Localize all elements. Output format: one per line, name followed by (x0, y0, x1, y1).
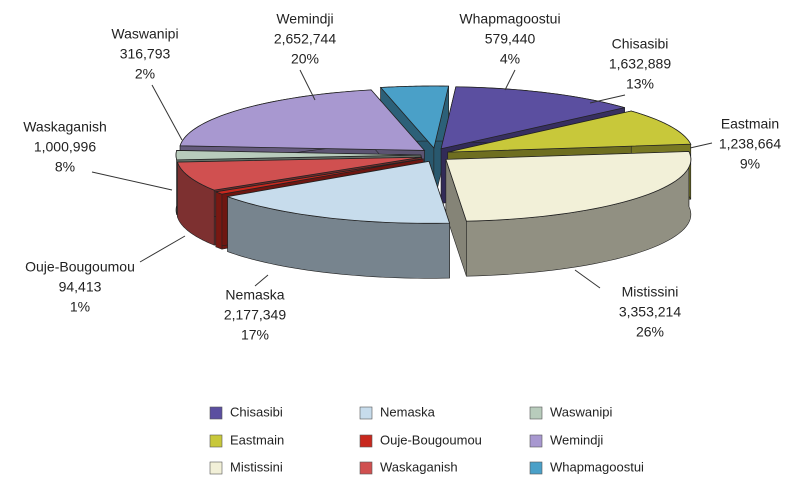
legend-label: Eastmain (230, 432, 284, 447)
leader-line (91, 171, 173, 191)
data-label-value: 316,793 (120, 46, 171, 62)
slice (445, 151, 692, 222)
leader-line (574, 269, 601, 289)
legend-swatch (209, 434, 223, 448)
data-label-percent: 13% (626, 76, 654, 92)
data-label-percent: 4% (500, 51, 520, 67)
slice (214, 158, 424, 195)
data-label-value: 1,000,996 (34, 139, 96, 155)
legend-label: Wemindji (550, 432, 603, 447)
leader-line (299, 69, 316, 101)
legend-swatch (359, 406, 373, 420)
slice (379, 85, 450, 149)
slice (179, 89, 426, 151)
data-label-name: Waskaganish (23, 119, 107, 135)
legend-label: Ouje-Bougoumou (380, 432, 482, 447)
data-label-percent: 20% (291, 51, 319, 67)
slice (440, 86, 625, 150)
legend-label: Waswanipi (550, 404, 612, 419)
data-label-value: 1,632,889 (609, 56, 671, 72)
data-label-percent: 17% (241, 327, 269, 343)
data-label-name: Eastmain (721, 116, 779, 132)
data-label-value: 579,440 (485, 31, 536, 47)
legend-swatch (529, 434, 543, 448)
legend-swatch (529, 406, 543, 420)
data-label-percent: 1% (70, 299, 90, 315)
slice-side (215, 191, 223, 250)
data-label-name: Ouje-Bougoumou (25, 259, 135, 275)
legend-swatch (359, 434, 373, 448)
data-label-name: Waswanipi (111, 26, 178, 42)
data-label-percent: 9% (740, 156, 760, 172)
slice (226, 160, 451, 224)
data-label-name: Whapmagoostui (459, 11, 560, 27)
slice (447, 110, 692, 153)
leader-line (504, 69, 516, 91)
leader-line (151, 84, 183, 141)
data-label-value: 3,353,214 (619, 304, 681, 320)
legend-label: Chisasibi (230, 404, 283, 419)
legend-swatch (359, 461, 373, 475)
leader-line (254, 274, 269, 287)
data-label-percent: 8% (55, 159, 75, 175)
data-label-name: Nemaska (225, 287, 284, 303)
legend-label: Waskaganish (380, 459, 458, 474)
data-label-value: 2,177,349 (224, 307, 286, 323)
slice-tops (175, 85, 692, 224)
slice (176, 156, 422, 191)
legend-swatch (209, 406, 223, 420)
data-label-value: 1,238,664 (719, 136, 781, 152)
legend-label: Whapmagoostui (550, 459, 644, 474)
data-label-percent: 2% (135, 66, 155, 82)
data-label-name: Chisasibi (612, 36, 669, 52)
data-label-name: Mistissini (622, 284, 679, 300)
legend-swatch (209, 461, 223, 475)
data-label-value: 94,413 (59, 279, 102, 295)
legend-swatch (529, 461, 543, 475)
data-label-name: Wemindji (276, 11, 333, 27)
leader-line (139, 235, 186, 263)
data-label-value: 2,652,744 (274, 31, 336, 47)
legend-label: Mistissini (230, 459, 283, 474)
leader-line (689, 142, 713, 149)
leader-line (589, 94, 626, 104)
data-label-percent: 26% (636, 324, 664, 340)
slice (175, 150, 422, 161)
legend-label: Nemaska (380, 404, 436, 419)
